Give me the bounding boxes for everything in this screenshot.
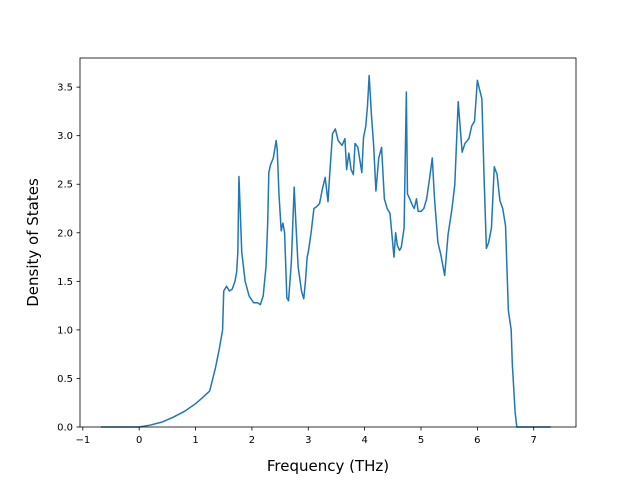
y-tick-label: 1.5 xyxy=(57,277,73,288)
y-tick-label: 0.5 xyxy=(57,374,73,385)
x-axis-label: Frequency (THz) xyxy=(267,457,389,475)
x-tick-label: 5 xyxy=(418,435,424,446)
plot-frame xyxy=(79,57,577,428)
y-tick-label: 2.5 xyxy=(57,180,73,191)
data-layer xyxy=(100,74,551,428)
y-axis-label: Density of States xyxy=(24,178,42,307)
y-tick-label: 0.0 xyxy=(57,423,73,434)
x-tick-label: 2 xyxy=(249,435,255,446)
y-tick-label: 1.0 xyxy=(57,325,73,336)
x-tick-label: −1 xyxy=(75,435,90,446)
x-tick-label: 0 xyxy=(136,435,142,446)
x-tick-label: 1 xyxy=(192,435,198,446)
dos-series-line xyxy=(100,74,551,428)
y-tick-label: 3.5 xyxy=(57,83,73,94)
x-tick-label: 6 xyxy=(474,435,480,446)
x-tick-label: 7 xyxy=(531,435,537,446)
x-tick-label: 3 xyxy=(305,435,311,446)
x-axis-ticks: −1 0 1 2 3 4 5 6 7 xyxy=(75,427,537,446)
y-axis-ticks: 0.0 0.5 1.0 1.5 2.0 2.5 3.0 3.5 xyxy=(57,83,80,434)
y-tick-label: 3.0 xyxy=(57,131,73,142)
x-tick-label: 4 xyxy=(361,435,367,446)
y-tick-label: 2.0 xyxy=(57,228,73,239)
